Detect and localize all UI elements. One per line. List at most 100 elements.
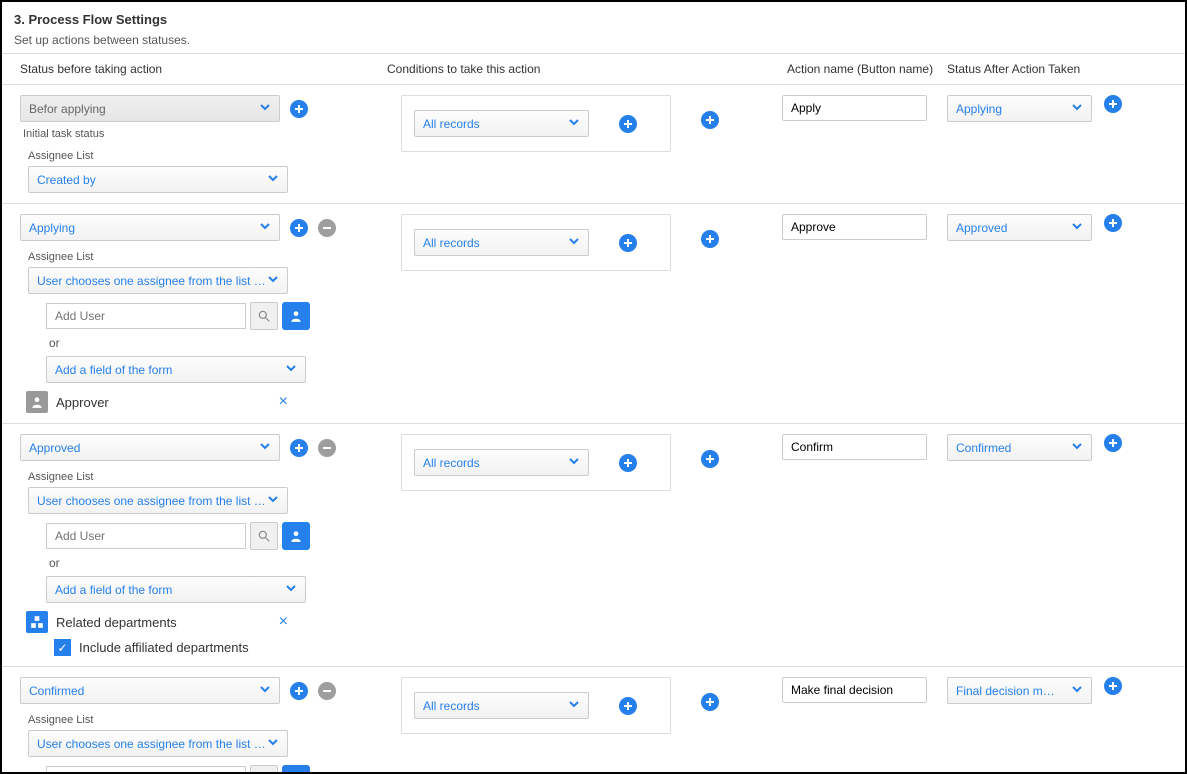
add-user-button[interactable] [282, 302, 310, 330]
add-user-input[interactable] [46, 766, 246, 774]
status-after-dropdown[interactable]: Final decision m… [947, 677, 1092, 704]
add-field-dropdown[interactable]: Add a field of the form [46, 356, 306, 383]
condition-value: All records [423, 699, 480, 713]
status-after-value: Applying [956, 102, 1002, 116]
status-after-dropdown[interactable]: Approved [947, 214, 1092, 241]
condition-dropdown[interactable]: All records [414, 449, 589, 476]
add-branch-button[interactable] [701, 111, 719, 129]
status-after-value: Approved [956, 221, 1007, 235]
include-affiliated-label: Include affiliated departments [79, 640, 249, 655]
condition-box: All records [401, 677, 671, 734]
chevron-down-icon [259, 683, 271, 698]
status-before-dropdown[interactable]: Applying [20, 214, 280, 241]
condition-dropdown[interactable]: All records [414, 229, 589, 256]
section-subtitle: Set up actions between statuses. [14, 33, 1173, 47]
remove-entity-button[interactable]: × [279, 613, 288, 631]
remove-status-button[interactable] [318, 219, 336, 237]
search-user-button[interactable] [250, 302, 278, 330]
assignee-list-label: Assignee List [28, 714, 367, 726]
add-action-button[interactable] [1104, 434, 1122, 452]
col-header-before: Status before taking action [2, 62, 377, 76]
remove-status-button[interactable] [318, 682, 336, 700]
include-affiliated-checkbox[interactable]: ✓ [54, 639, 71, 656]
status-after-value: Confirmed [956, 441, 1011, 455]
status-before-value: Approved [29, 441, 80, 455]
condition-box: All records [401, 214, 671, 271]
status-before-value: Befor applying [29, 102, 106, 116]
remove-entity-button[interactable]: × [279, 393, 288, 411]
assignee-list-label: Assignee List [28, 150, 367, 162]
status-before-value: Confirmed [29, 684, 84, 698]
assignee-mode-dropdown[interactable]: User chooses one assignee from the list … [28, 487, 288, 514]
add-status-button[interactable] [290, 439, 308, 457]
chevron-down-icon [267, 493, 279, 508]
assignee-mode-dropdown[interactable]: User chooses one assignee from the list … [28, 730, 288, 757]
col-header-conditions: Conditions to take this action [377, 62, 777, 76]
add-field-label: Add a field of the form [55, 363, 172, 377]
add-branch-button[interactable] [701, 693, 719, 711]
add-branch-button[interactable] [701, 230, 719, 248]
chevron-down-icon [267, 736, 279, 751]
remove-status-button[interactable] [318, 439, 336, 457]
assignee-mode-dropdown[interactable]: Created by [28, 166, 288, 193]
chevron-down-icon [285, 582, 297, 597]
status-before-dropdown[interactable]: Confirmed [20, 677, 280, 704]
assignee-mode-dropdown[interactable]: User chooses one assignee from the list … [28, 267, 288, 294]
chevron-down-icon [568, 698, 580, 713]
assignee-mode-value: User chooses one assignee from the list … [37, 494, 267, 508]
action-name-input[interactable] [782, 214, 927, 240]
add-user-button[interactable] [282, 522, 310, 550]
chevron-down-icon [259, 440, 271, 455]
add-status-button[interactable] [290, 100, 308, 118]
chevron-down-icon [267, 273, 279, 288]
assignee-mode-value: User chooses one assignee from the list … [37, 737, 267, 751]
condition-box: All records [401, 434, 671, 491]
condition-value: All records [423, 117, 480, 131]
org-icon [26, 611, 48, 633]
action-name-input[interactable] [782, 434, 927, 460]
added-entity-label: Related departments [56, 615, 177, 630]
chevron-down-icon [1071, 101, 1083, 116]
or-label: or [49, 556, 367, 570]
condition-dropdown[interactable]: All records [414, 110, 589, 137]
add-status-button[interactable] [290, 219, 308, 237]
flow-row: Befor applying Initial task status Assigne… [2, 84, 1185, 203]
assignee-list-label: Assignee List [28, 471, 367, 483]
add-condition-button[interactable] [619, 115, 637, 133]
add-status-button[interactable] [290, 682, 308, 700]
action-name-input[interactable] [782, 677, 927, 703]
or-label: or [49, 336, 367, 350]
add-condition-button[interactable] [619, 454, 637, 472]
add-field-dropdown[interactable]: Add a field of the form [46, 576, 306, 603]
add-user-input[interactable] [46, 303, 246, 329]
add-user-input[interactable] [46, 523, 246, 549]
add-user-button[interactable] [282, 765, 310, 774]
add-action-button[interactable] [1104, 214, 1122, 232]
status-after-dropdown[interactable]: Confirmed [947, 434, 1092, 461]
flow-row: Approved Assignee List User chooses one as… [2, 423, 1185, 666]
added-entity-label: Approver [56, 395, 109, 410]
condition-dropdown[interactable]: All records [414, 692, 589, 719]
action-name-input[interactable] [782, 95, 927, 121]
assignee-mode-value: User chooses one assignee from the list … [37, 274, 267, 288]
chevron-down-icon [568, 455, 580, 470]
condition-value: All records [423, 236, 480, 250]
add-condition-button[interactable] [619, 234, 637, 252]
status-before-dropdown[interactable]: Approved [20, 434, 280, 461]
chevron-down-icon [568, 116, 580, 131]
initial-status-label: Initial task status [23, 128, 367, 140]
add-action-button[interactable] [1104, 677, 1122, 695]
add-action-button[interactable] [1104, 95, 1122, 113]
status-after-value: Final decision m… [956, 684, 1055, 698]
add-condition-button[interactable] [619, 697, 637, 715]
flow-row: ApplyingAssignee ListUser chooses one as… [2, 203, 1185, 423]
status-before-dropdown[interactable]: Befor applying [20, 95, 280, 122]
search-user-button[interactable] [250, 765, 278, 774]
flow-row: Confirmed Assignee List User chooses one a… [2, 666, 1185, 774]
status-after-dropdown[interactable]: Applying [947, 95, 1092, 122]
add-branch-button[interactable] [701, 450, 719, 468]
search-user-button[interactable] [250, 522, 278, 550]
status-before-value: Applying [29, 221, 75, 235]
chevron-down-icon [1071, 683, 1083, 698]
col-header-after: Status After Action Taken [937, 62, 1185, 76]
